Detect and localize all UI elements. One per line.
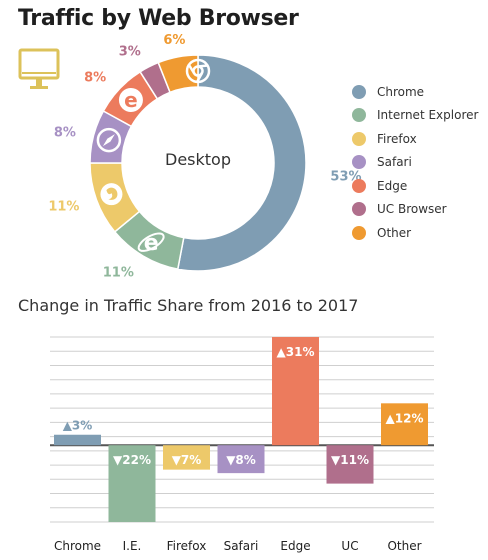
legend-label: UC Browser (377, 202, 447, 217)
pie-label-internet-explorer: 11% (103, 265, 134, 280)
legend-swatch (352, 155, 366, 170)
donut-chart: ee 53%11%11%8%8%3%6% Desktop (48, 33, 361, 280)
pie-label-other: 6% (163, 33, 185, 48)
bar-i-e (108, 445, 156, 522)
bar-uc (326, 445, 374, 484)
category-label-chrome: Chrome (54, 539, 101, 553)
chart-legend: Chrome Internet Explorer Firefox Safari Edge… (352, 80, 478, 245)
legend-item-edge: Edge (352, 174, 478, 198)
legend-swatch (352, 202, 366, 217)
bar-value-label-other: ▲12% (386, 411, 424, 425)
internet-explorer-icon: e (137, 231, 165, 256)
legend-label: Safari (377, 155, 412, 170)
legend-item-firefox: Firefox (352, 127, 478, 151)
bar-chart-title: Change in Traffic Share from 2016 to 201… (18, 296, 359, 315)
pie-label-firefox: 11% (48, 200, 79, 215)
legend-label: Internet Explorer (377, 108, 479, 123)
legend-label: Edge (377, 178, 408, 193)
bar-value-label-edge: ▲31% (277, 345, 315, 359)
legend-item-chrome: Chrome (352, 80, 478, 104)
legend-swatch (352, 225, 366, 240)
bar-firefox (163, 445, 210, 470)
bar-other (381, 403, 428, 446)
edge-icon: e (118, 88, 143, 113)
pie-slice-chrome (176, 54, 307, 272)
category-label-edge: Edge (280, 539, 310, 553)
bar-safari (217, 445, 265, 474)
bar-edge (272, 337, 319, 446)
pie-label-uc-browser: 3% (119, 45, 141, 60)
chrome-icon (185, 58, 211, 84)
svg-text:e: e (144, 231, 159, 256)
legend-label: Chrome (377, 84, 425, 99)
pie-label-edge: 8% (84, 71, 106, 86)
legend-item-safari: Safari (352, 151, 478, 175)
legend-item-internet-explorer: Internet Explorer (352, 104, 478, 128)
category-label-safari: Safari (224, 539, 259, 553)
category-label-firefox: Firefox (167, 539, 207, 553)
legend-swatch (352, 178, 366, 193)
legend-swatch (352, 84, 366, 99)
bar-value-label-i-e: ▼22% (113, 453, 151, 467)
bar-value-label-safari: ▼8% (226, 453, 256, 467)
legend-label: Firefox (377, 131, 417, 146)
pie-label-safari: 8% (54, 126, 76, 141)
bar-value-label-firefox: ▼7% (172, 453, 202, 467)
bar-value-label-uc: ▼11% (331, 453, 369, 467)
page-title: Traffic by Web Browser (18, 6, 299, 31)
desktop-monitor-icon (18, 48, 60, 89)
legend-swatch (352, 108, 366, 123)
legend-swatch (352, 131, 366, 146)
bar-chrome (54, 434, 101, 446)
safari-icon (96, 127, 122, 153)
bar-value-label-chrome: ▲3% (63, 419, 93, 433)
category-label-other: Other (387, 539, 421, 553)
category-label-uc: UC (341, 539, 358, 553)
legend-item-uc-browser: UC Browser (352, 198, 478, 222)
legend-item-other: Other (352, 221, 478, 245)
legend-label: Other (377, 225, 412, 240)
firefox-icon (100, 183, 123, 206)
category-label-i-e: I.E. (123, 539, 142, 553)
donut-center-label: Desktop (165, 150, 231, 169)
svg-text:e: e (124, 88, 138, 112)
